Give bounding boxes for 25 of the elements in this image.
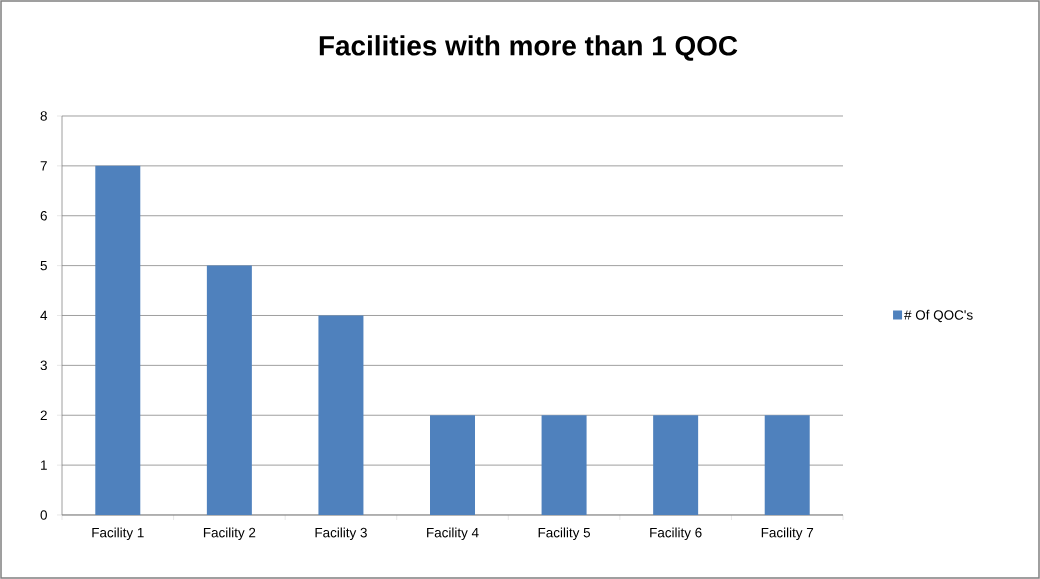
x-tick-label: Facility 3 xyxy=(315,527,367,541)
chart-title: Facilities with more than 1 QOC xyxy=(319,35,738,61)
y-tick-label: 5 xyxy=(40,260,47,271)
bar xyxy=(764,415,810,515)
y-tick-label: 6 xyxy=(40,210,47,221)
x-tick-label: Facility 6 xyxy=(650,527,702,541)
y-tick-label: 7 xyxy=(40,161,47,171)
x-tick-label: Facility 4 xyxy=(427,527,479,541)
y-tick-label: 3 xyxy=(40,360,47,371)
bar xyxy=(541,415,587,515)
y-tick-label: 4 xyxy=(40,310,48,321)
bar xyxy=(318,315,364,515)
y-tick-label: 1 xyxy=(41,460,47,470)
y-tick-label: 8 xyxy=(40,111,47,121)
x-tick-label: Facility 5 xyxy=(538,527,591,541)
bar xyxy=(430,415,476,515)
x-tick-label: Facility 7 xyxy=(761,527,814,541)
bar xyxy=(653,415,699,515)
bar xyxy=(95,165,141,515)
y-tick-label: 2 xyxy=(40,410,47,420)
legend-label: # Of QOC's xyxy=(904,309,973,323)
y-tick-label: 0 xyxy=(40,510,47,520)
x-tick-label: Facility 2 xyxy=(203,527,256,541)
x-tick-label: Facility 1 xyxy=(92,527,144,541)
bar xyxy=(206,265,252,515)
